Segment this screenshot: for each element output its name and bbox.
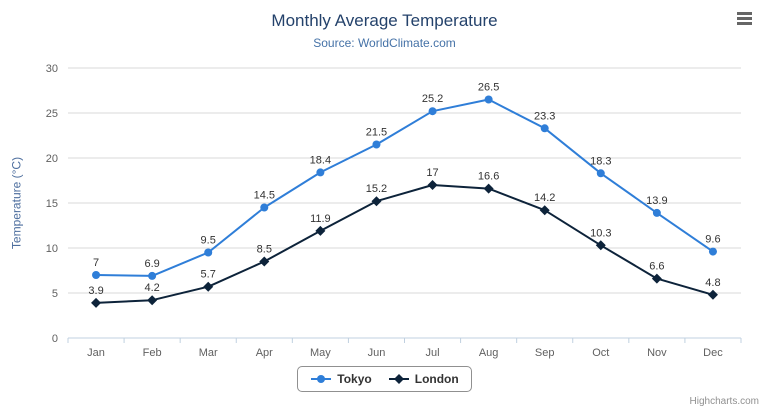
hamburger-icon	[737, 12, 752, 15]
data-label: 13.9	[646, 195, 667, 207]
data-point-marker	[484, 95, 493, 104]
credits-link[interactable]: Highcharts.com	[689, 396, 759, 407]
data-label: 26.5	[478, 82, 499, 94]
data-label: 16.6	[478, 171, 499, 183]
legend-marker	[317, 375, 326, 383]
data-point-marker	[260, 203, 269, 212]
x-tick-label: Feb	[143, 347, 162, 359]
data-point-marker	[427, 180, 438, 190]
data-point-marker	[204, 248, 213, 257]
data-label: 14.2	[534, 192, 555, 204]
legend-item-tokyo[interactable]: Tokyo	[310, 372, 372, 386]
y-tick-label: 20	[46, 153, 58, 165]
legend-marker-diamond-icon	[388, 374, 409, 384]
x-tick-label: Jan	[87, 347, 105, 359]
data-point-marker	[371, 196, 382, 207]
x-tick-label: Jun	[368, 347, 386, 359]
data-point-marker	[315, 225, 326, 236]
data-label: 23.3	[534, 110, 555, 122]
data-point-marker	[203, 281, 214, 292]
legend-marker	[393, 374, 404, 384]
x-tick-label: Nov	[647, 347, 667, 359]
y-tick-label: 30	[46, 63, 58, 75]
x-tick-label: Jul	[426, 347, 440, 359]
legend-item-london[interactable]: London	[388, 372, 459, 386]
x-tick-label: Apr	[256, 347, 273, 359]
data-label: 8.5	[257, 244, 272, 256]
data-point-marker	[539, 205, 550, 216]
data-point-marker	[596, 169, 605, 178]
legend-marker-circle-icon	[311, 375, 332, 383]
data-point-marker	[147, 295, 158, 306]
data-label: 4.2	[144, 282, 159, 294]
data-point-marker	[92, 271, 101, 279]
data-label: 7	[93, 257, 99, 269]
data-label: 25.2	[422, 93, 443, 105]
data-point-marker	[540, 124, 549, 133]
x-tick-label: Sep	[535, 347, 555, 359]
data-label: 17	[426, 167, 438, 179]
y-tick-label: 5	[52, 288, 58, 300]
legend-label: London	[414, 372, 459, 386]
data-point-marker	[91, 297, 102, 308]
data-point-marker	[428, 107, 437, 116]
x-tick-label: Aug	[479, 347, 499, 359]
y-tick-label: 10	[46, 243, 58, 255]
data-label: 6.6	[649, 261, 664, 273]
y-tick-label: 15	[46, 198, 58, 210]
data-label: 15.2	[366, 183, 387, 195]
series-line-london	[95, 184, 714, 304]
data-label: 11.9	[310, 213, 331, 225]
legend-box: Tokyo London	[297, 366, 472, 392]
x-tick-label: Dec	[703, 347, 723, 359]
data-point-marker	[595, 240, 606, 251]
chart-subtitle: Source: WorldClimate.com	[313, 36, 456, 50]
chart-title: Monthly Average Temperature	[271, 11, 498, 30]
data-label: 18.3	[590, 155, 611, 167]
data-label: 9.6	[705, 234, 720, 246]
legend-label: Tokyo	[337, 372, 372, 386]
data-label: 9.5	[201, 235, 216, 247]
export-menu-button[interactable]	[737, 12, 755, 26]
data-point-marker	[316, 168, 325, 177]
data-point-marker	[483, 183, 494, 194]
data-label: 10.3	[590, 227, 611, 239]
data-label: 21.5	[366, 127, 387, 139]
data-label: 5.7	[201, 269, 216, 281]
data-label: 3.9	[88, 285, 103, 297]
y-tick-label: 25	[46, 108, 58, 120]
legend: Tokyo London	[0, 366, 769, 392]
x-tick-label: Oct	[592, 347, 609, 359]
data-point-marker	[259, 256, 270, 267]
data-label: 14.5	[254, 190, 275, 202]
series-line-tokyo	[96, 98, 714, 277]
data-point-marker	[708, 247, 717, 256]
data-label: 6.9	[144, 258, 159, 270]
data-label: 18.4	[310, 154, 331, 166]
data-point-marker	[372, 140, 381, 149]
data-point-marker	[148, 271, 157, 280]
data-label: 4.8	[705, 277, 720, 289]
data-point-marker	[652, 208, 661, 217]
y-tick-label: 0	[52, 333, 58, 345]
data-point-marker	[707, 289, 718, 300]
x-tick-label: May	[310, 347, 331, 359]
x-tick-label: Mar	[199, 347, 218, 359]
data-point-marker	[651, 273, 662, 284]
